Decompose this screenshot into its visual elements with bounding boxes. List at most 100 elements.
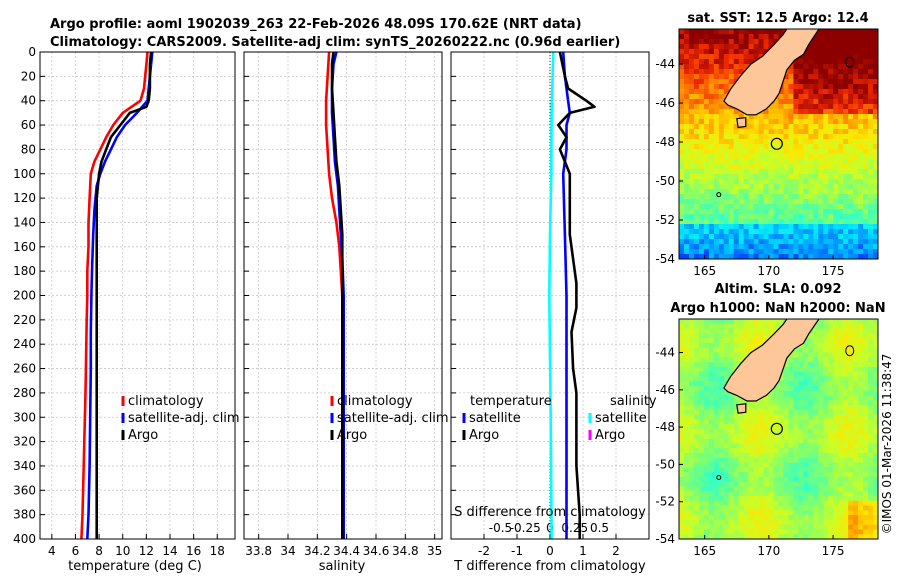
temperature-x-tick-label: 14: [162, 544, 177, 558]
temperature-line-climatology: [80, 52, 149, 539]
map-sst-y-tick-label: -50: [655, 174, 675, 188]
figure-title-line2: Climatology: CARS2009. Satellite-adj cli…: [50, 35, 620, 50]
depth-tick-label: 0: [28, 45, 36, 59]
depth-tick-label: 40: [21, 94, 36, 108]
map-sst-frame: [678, 28, 879, 260]
temperature-x-tick-label: 18: [210, 544, 225, 558]
s-diff-tick-label: 0: [546, 521, 554, 535]
map-sst-x-tick-label: 170: [757, 264, 780, 278]
difference-series-group: [547, 52, 596, 539]
difference-xlabel: T difference from climatology: [453, 559, 646, 574]
difference-x-tick-label: 0: [546, 544, 554, 558]
imos-credit: ©IMOS 01-Mar-2026 11:38:47: [880, 354, 894, 535]
sst-map-panel: 165 170 175 -44 -46 -48 -50 -52 -54: [655, 28, 879, 278]
depth-tick-label: 20: [21, 69, 36, 83]
depth-tick-label: 260: [13, 362, 36, 376]
map-sla-auckland-islands: [716, 474, 722, 480]
temperature-xlabel: temperature (deg C): [68, 559, 202, 574]
sla-map-title: Altim. SLA: 0.092: [715, 282, 842, 297]
temperature-x-tick-label: 10: [115, 544, 130, 558]
depth-tick-label: 300: [13, 410, 36, 424]
depth-tick-label: 60: [21, 118, 36, 132]
temperature-line-argo: [95, 52, 153, 539]
difference-line-satellite-t: [561, 52, 572, 539]
temperature-x-tick-label: 4: [48, 544, 56, 558]
depth-tick-label: 340: [13, 459, 36, 473]
map-sla-x-tick-label: 165: [693, 544, 716, 558]
map-sla-y-tick-label: -44: [655, 346, 675, 360]
map-sla-south-island: [723, 319, 820, 402]
map-sla-y-tick-label: -50: [655, 457, 675, 471]
map-sla-cells: [679, 319, 878, 539]
difference-line-satellite-s: [547, 52, 555, 539]
diff-legend-s-argo-label: Argo: [595, 428, 625, 443]
difference-x-tick-label: -1: [511, 544, 523, 558]
temperature-legend-0-label: climatology: [128, 394, 204, 409]
temperature-legend-2-label: Argo: [128, 428, 158, 443]
salinity-legend-0-label: climatology: [337, 394, 413, 409]
map-sst-y-tick-label: -52: [655, 213, 675, 227]
temperature-x-tick-label: 16: [186, 544, 201, 558]
depth-tick-label: 120: [13, 191, 36, 205]
diff-legend-salinity-header: salinity: [610, 394, 657, 409]
salinity-xlabel: salinity: [319, 559, 366, 574]
difference-x-tick-label: -2: [478, 544, 490, 558]
salinity-x-tick-label: 34.8: [392, 544, 419, 558]
depth-tick-label: 360: [13, 483, 36, 497]
temperature-frame: [39, 51, 236, 540]
map-sla-x-tick-label: 170: [757, 544, 780, 558]
diff-legend-temperature-header: temperature: [470, 394, 552, 409]
s-difference-label: S difference from climatology: [454, 505, 646, 520]
temperature-x-tick-label: 8: [95, 544, 103, 558]
depth-tick-label: 400: [13, 532, 36, 546]
map-sla-x-tick-label: 175: [822, 544, 845, 558]
map-sst-stewart-island: [736, 117, 747, 129]
depth-tick-label: 140: [13, 215, 36, 229]
map-sst-x-tick-label: 175: [822, 264, 845, 278]
depth-tick-label: 200: [13, 289, 36, 303]
depth-tick-label: 180: [13, 264, 36, 278]
salinity-x-tick-label: 34.4: [333, 544, 360, 558]
map-sst-south-island: [723, 29, 820, 116]
map-sst-cells: [679, 29, 878, 259]
difference-frame: [450, 51, 650, 540]
figure-title-line1: Argo profile: aoml 1902039_263 22-Feb-20…: [50, 17, 582, 32]
map-sla-y-tick-label: -48: [655, 420, 675, 434]
map-sla-frame: [678, 318, 879, 540]
map-sst-y-tick-label: -54: [655, 252, 675, 266]
map-sst-argo-position-marker: [770, 137, 783, 150]
depth-tick-label: 380: [13, 508, 36, 522]
sla-map-panel: 165 170 175 -44 -46 -48 -50 -52 -54: [655, 318, 879, 558]
depth-tick-label: 100: [13, 167, 36, 181]
depth-tick-label: 240: [13, 337, 36, 351]
map-sla-y-tick-label: -54: [655, 532, 675, 546]
map-sla-argo-position-marker: [770, 422, 783, 435]
s-diff-tick-label: -0.25: [510, 521, 541, 535]
map-sla-stewart-island: [736, 403, 747, 414]
salinity-panel: 33.8 34 34.2 34.4 34.6 34.8 35 climatology satel…: [243, 51, 449, 558]
salinity-line-argo: [330, 52, 344, 539]
map-sst-y-tick-label: -46: [655, 96, 675, 110]
temperature-series-group: [80, 52, 154, 539]
temperature-x-tick-label: 6: [72, 544, 80, 558]
map-sst-auckland-islands: [716, 192, 722, 198]
diff-legend-s-sat-label: satellite: [595, 411, 647, 426]
difference-x-tick-label: 2: [612, 544, 620, 558]
map-sst-y-tick-label: -44: [655, 57, 675, 71]
map-sla-chatham-marker: [845, 345, 855, 357]
salinity-x-tick-label: 34: [280, 544, 295, 558]
salinity-x-tick-label: 35: [427, 544, 442, 558]
salinity-x-tick-label: 34.2: [304, 544, 331, 558]
depth-tick-label: 320: [13, 435, 36, 449]
map-sst-y-tick-label: -48: [655, 135, 675, 149]
temperature-legend-1-label: satellite-adj. clim: [128, 411, 240, 426]
salinity-legend-1-label: satellite-adj. clim: [337, 411, 449, 426]
diff-legend-t-argo-label: Argo: [469, 428, 499, 443]
temperature-x-tick-label: 12: [139, 544, 154, 558]
depth-tick-label: 280: [13, 386, 36, 400]
salinity-frame: [243, 51, 443, 540]
depth-tick-label: 80: [21, 142, 36, 156]
temperature-panel: 4 6 8 10 12 14 16 18020406080100120140160180200…: [13, 45, 240, 558]
salinity-legend-2-label: Argo: [337, 428, 367, 443]
diff-legend-t-sat-label: satellite: [469, 411, 521, 426]
